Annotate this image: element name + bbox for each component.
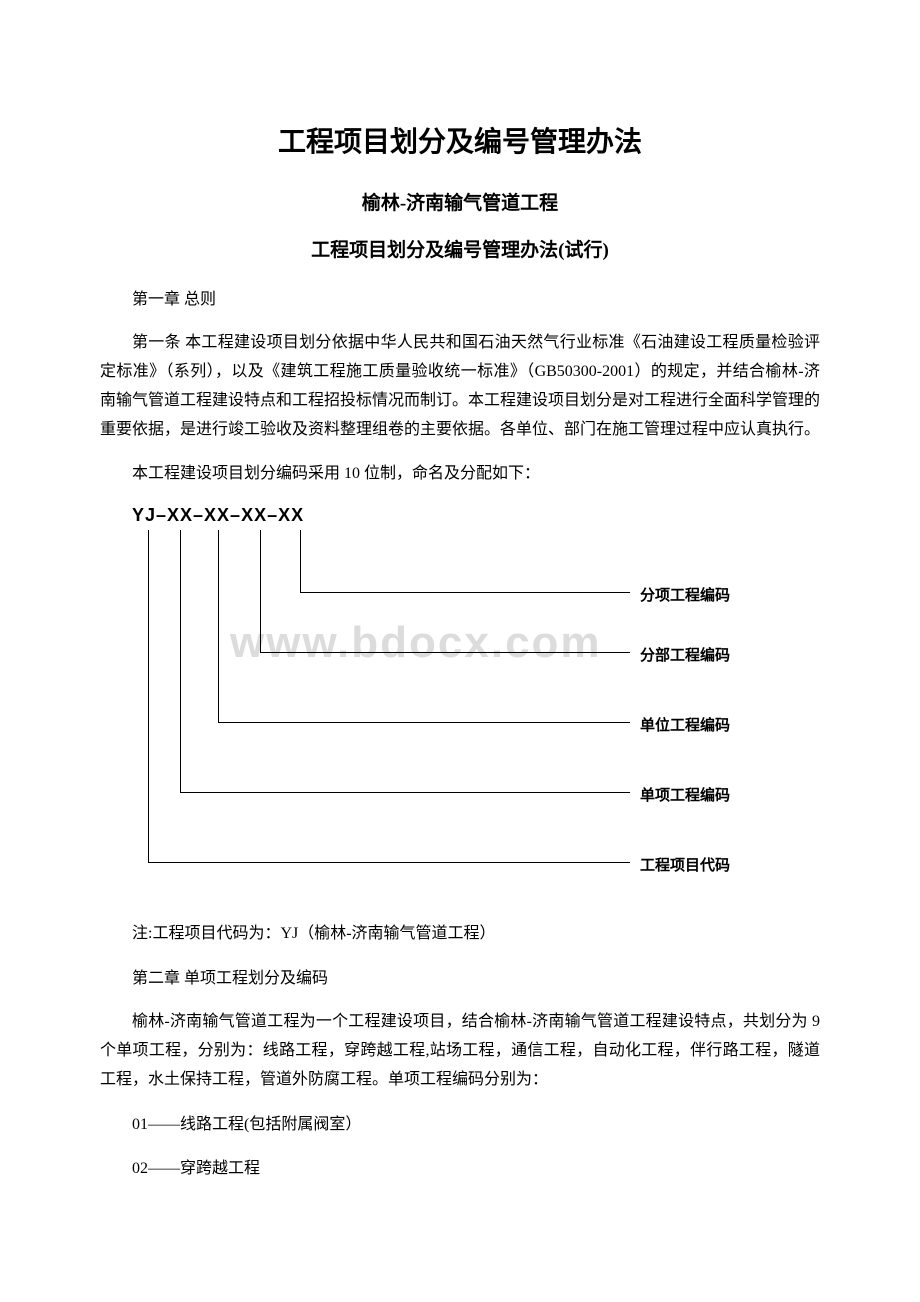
diagram-hline-2 (260, 652, 630, 653)
chapter-1-heading: 第一章 总则 (100, 286, 820, 313)
paragraph-note: 注:工程项目代码为：YJ（榆林-济南输气管道工程） (100, 920, 820, 949)
title-sub2: 工程项目划分及编号管理办法(试行) (100, 235, 820, 262)
diagram-hline-4 (180, 792, 630, 793)
diagram-label-subdivision: 分部工程编码 (640, 644, 730, 665)
diagram-label-project: 工程项目代码 (640, 854, 730, 875)
paragraph-article-1: 第一条 本工程建设项目划分依据中华人民共和国石油天然气行业标准《石油建设工程质量… (100, 329, 820, 444)
code-format-pattern: YJ–XX–XX–XX–XX (132, 505, 820, 526)
list-item-01: 01——线路工程(包括附属阀室） (100, 1111, 820, 1140)
diagram-hline-1 (300, 592, 630, 593)
title-main: 工程项目划分及编号管理办法 (100, 120, 820, 160)
paragraph-encoding-intro: 本工程建设项目划分编码采用 10 位制，命名及分配如下： (100, 460, 820, 489)
diagram-hline-3 (218, 722, 630, 723)
diagram-label-subitem: 分项工程编码 (640, 584, 730, 605)
diagram-vline-4 (260, 530, 261, 652)
diagram-vline-5 (300, 530, 301, 592)
diagram-vline-2 (180, 530, 181, 792)
diagram-label-unit: 单位工程编码 (640, 714, 730, 735)
list-item-02: 02——穿跨越工程 (100, 1155, 820, 1184)
code-hierarchy-diagram: 分项工程编码 分部工程编码 单位工程编码 单项工程编码 工程项目代码 (140, 530, 780, 890)
diagram-vline-1 (148, 530, 149, 862)
chapter-2-heading: 第二章 单项工程划分及编码 (100, 965, 820, 992)
diagram-hline-5 (148, 862, 630, 863)
title-sub1: 榆林-济南输气管道工程 (100, 188, 820, 215)
paragraph-single-project-intro: 榆林-济南输气管道工程为一个工程建设项目，结合榆林-济南输气管道工程建设特点，共… (100, 1008, 820, 1094)
diagram-vline-3 (218, 530, 219, 722)
diagram-label-single: 单项工程编码 (640, 784, 730, 805)
